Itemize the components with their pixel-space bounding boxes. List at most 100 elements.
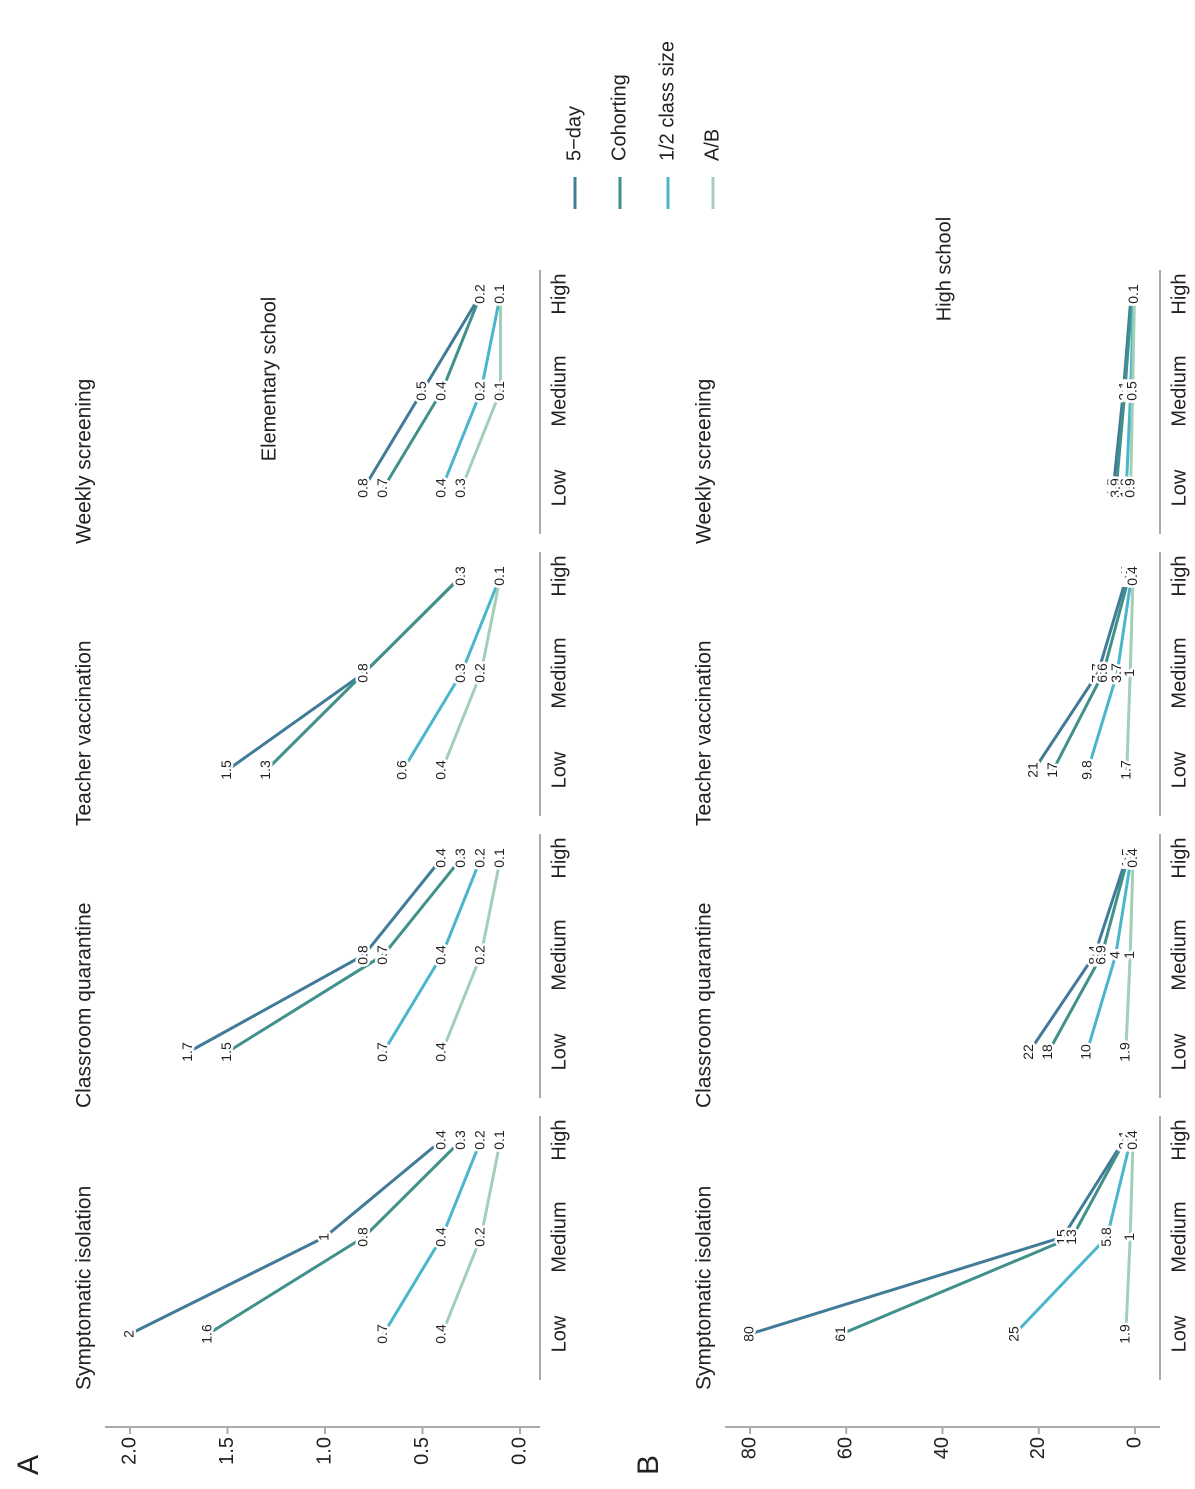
facet-title: Weekly screening [693,379,716,544]
data-label: 1.3 [257,760,273,780]
series-line [1047,857,1130,1053]
x-tick-label: High [1168,555,1190,596]
data-label: 3.7 [1108,663,1124,683]
data-label: 22 [1020,1044,1036,1060]
x-tick-label: High [1168,837,1190,878]
data-label: 6.6 [1094,663,1110,683]
series-line [226,857,463,1054]
data-label: 0.1 [491,1130,507,1150]
data-label: 0.2 [472,945,488,965]
data-label: 0.4 [433,848,449,868]
x-tick-label: Medium [1168,1201,1190,1272]
data-label: 0.2 [472,284,488,304]
legend-label: A/B [701,129,723,161]
series-line [401,575,502,771]
data-label: 1 [1121,951,1137,959]
series-line [1051,575,1131,771]
data-label: 0.9 [1121,381,1137,401]
data-label: 0.4 [433,478,449,498]
x-tick-label: High [548,555,570,596]
data-label: 15 [1054,1229,1070,1245]
data-label: 0.4 [433,945,449,965]
data-label: 1.7 [179,1042,195,1062]
x-tick-label: High [548,1119,570,1160]
legend-label: 5−day [563,106,585,161]
data-label: 1.2 [1120,566,1136,586]
series-line [440,1139,502,1335]
series-line [1124,857,1135,1053]
series-line [382,293,483,489]
series-line [1013,1139,1133,1336]
data-label: 1 [1121,1233,1137,1241]
x-tick-label: High [548,837,570,878]
data-label: 21 [1025,762,1041,778]
data-label: 0.6 [394,760,410,780]
y-tick-label: 1.5 [216,1437,238,1465]
data-label: 1.5 [1118,848,1134,868]
data-label: 0.8 [355,478,371,498]
x-tick-label: Medium [1168,355,1190,426]
data-label: 80 [741,1326,757,1342]
x-tick-label: Low [1168,1033,1190,1070]
data-label: 1.5 [218,760,234,780]
data-label: 1.9 [1117,1324,1133,1344]
x-tick-label: Low [1168,469,1190,506]
data-label: 0.1 [491,566,507,586]
data-label: 10 [1078,1044,1094,1060]
series-line [129,1138,443,1336]
data-label: 0.4 [1124,848,1140,868]
data-label: 0.4 [433,760,449,780]
data-label: 0.4 [433,1227,449,1247]
data-label: 61 [832,1326,848,1342]
data-label: 0.6 [1123,284,1139,304]
y-tick-label: 40 [931,1437,953,1459]
data-label: 0.8 [355,663,371,683]
data-label: 0.3 [452,1130,468,1150]
data-label: 1.5 [218,1042,234,1062]
data-label: 0.7 [374,478,390,498]
panel-title: Elementary school [258,297,280,462]
y-tick-label: 2.0 [118,1437,140,1465]
series-line [749,1139,1126,1336]
x-tick-label: Low [1168,751,1190,788]
series-line [265,574,463,772]
x-tick-label: Low [548,469,570,506]
data-label: 0.1 [491,381,507,401]
data-label: 0.1 [491,284,507,304]
series-line [1125,575,1135,771]
data-label: 1.7 [1118,566,1134,586]
series-line [1086,575,1134,771]
data-label: 0.3 [452,848,468,868]
data-label: 3.9 [1107,478,1123,498]
series-line [1032,575,1129,771]
data-label: 25 [1005,1326,1021,1342]
data-label: 0.2 [472,848,488,868]
y-tick-label: 60 [835,1437,857,1459]
data-label: 8.4 [1085,945,1101,965]
legend-label: 1/2 class size [656,41,678,161]
series-line [207,1138,463,1336]
facet-title: Teacher vaccination [73,640,96,826]
panel-label: B [632,1455,665,1475]
data-label: 0.4 [1124,566,1140,586]
x-tick-label: Medium [1168,919,1190,990]
data-label: 0.2 [472,1227,488,1247]
data-label: 0.7 [374,1042,390,1062]
panel-label: A [12,1455,45,1475]
data-label: 0.8 [355,1227,371,1247]
x-tick-label: Medium [548,355,570,426]
series-line [1114,293,1134,489]
series-line [226,574,463,772]
y-tick-label: 20 [1027,1437,1049,1459]
series-line [187,857,444,1054]
data-label: 0.7 [374,1324,390,1344]
x-tick-label: Low [548,751,570,788]
data-label: 0.2 [472,381,488,401]
data-label: 0.5 [413,381,429,401]
data-label: 0.1 [1125,284,1141,304]
data-label: 6.9 [1092,945,1108,965]
data-label: 2.3 [1115,1130,1131,1150]
x-tick-label: Medium [1168,637,1190,708]
data-label: 0.1 [491,848,507,868]
series-line [1085,857,1133,1053]
